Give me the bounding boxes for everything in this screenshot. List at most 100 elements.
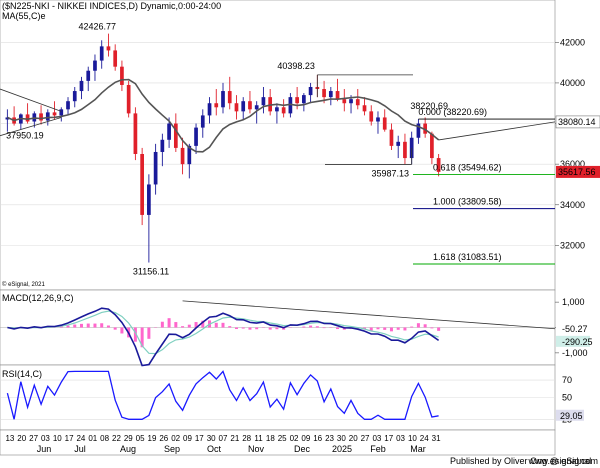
x-month-label: 2025 bbox=[332, 444, 352, 454]
candle-body bbox=[25, 114, 30, 122]
candle-body bbox=[200, 115, 205, 128]
x-month-label: Jul bbox=[74, 444, 86, 454]
macd-histogram-bar bbox=[315, 326, 319, 328]
macd-line bbox=[7, 307, 440, 367]
x-tick-label: 27 bbox=[29, 434, 38, 443]
rsi-line bbox=[6, 370, 439, 420]
ma-value-tag bbox=[555, 115, 600, 129]
x-tick-label: 24 bbox=[420, 434, 429, 443]
x-tick-label: 03 bbox=[396, 434, 405, 443]
x-tick-label: 23 bbox=[325, 434, 334, 443]
rsi-tick-label: 50 bbox=[562, 393, 572, 403]
x-tick-label: 21 bbox=[230, 434, 239, 443]
macd-histogram-bar bbox=[100, 323, 104, 328]
macd-histogram-bar bbox=[79, 323, 83, 328]
x-tick-label: 01 bbox=[88, 434, 97, 443]
candle-body bbox=[187, 145, 192, 165]
last-price-tag bbox=[556, 165, 600, 178]
candle-body bbox=[295, 97, 299, 104]
x-tick-label: 17 bbox=[195, 434, 204, 443]
macd-tag-bg bbox=[556, 322, 590, 334]
candle-body bbox=[376, 117, 380, 122]
price-candles bbox=[5, 33, 441, 263]
macd-histogram-bar bbox=[59, 326, 63, 328]
x-tick-label: 13 bbox=[5, 434, 14, 443]
trend-line-upper-left bbox=[0, 88, 62, 112]
price-tick-label: 36000 bbox=[560, 159, 585, 169]
candle-body bbox=[335, 91, 340, 100]
candle-body bbox=[349, 99, 353, 104]
x-month-label: Feb bbox=[370, 444, 386, 454]
candle-body bbox=[389, 129, 394, 146]
candle-body bbox=[113, 50, 118, 67]
macd-histogram-bar bbox=[174, 322, 178, 328]
x-tick-label: 02 bbox=[290, 434, 299, 443]
macd-histogram-bar bbox=[410, 326, 414, 328]
candle-body bbox=[160, 139, 165, 152]
macd-histogram-bar bbox=[275, 327, 279, 330]
candle-body bbox=[133, 113, 138, 154]
candle-body bbox=[140, 154, 144, 215]
x-tick-label: 28 bbox=[242, 434, 251, 443]
macd-histogram-bar bbox=[416, 323, 420, 328]
price-annotation: 37950.19 bbox=[6, 131, 44, 141]
macd-histogram-bar bbox=[201, 320, 205, 328]
x-tick-label: 27 bbox=[361, 434, 370, 443]
x-tick-label: 17 bbox=[65, 434, 74, 443]
candle-body bbox=[52, 112, 57, 116]
macd-histogram-bar bbox=[228, 326, 232, 328]
fib-level-label: 1.000 (33809.58) bbox=[433, 197, 502, 207]
candle-body bbox=[362, 105, 367, 112]
candle-body bbox=[221, 91, 225, 108]
macd-histogram-bar bbox=[248, 327, 252, 330]
price-annotation: 38220.69 bbox=[410, 101, 448, 111]
x-month-label: Oct bbox=[207, 444, 222, 454]
candle-body bbox=[382, 117, 387, 130]
fib-level-label: 0.000 (38220.69) bbox=[418, 107, 487, 117]
rsi-legend: RSI(14,C) bbox=[2, 369, 42, 379]
fibonacci-levels: 0.000 (38220.69) 0.618 (35494.62) 1.000 (3… bbox=[413, 107, 555, 265]
candle-body bbox=[147, 184, 151, 215]
macd-histogram-bar bbox=[194, 322, 198, 328]
candle-body bbox=[416, 123, 421, 138]
x-month-label: Dec bbox=[294, 444, 311, 454]
price-axis: 42000400003800036000340003200038080.1435… bbox=[555, 37, 600, 250]
macd-histogram-bar bbox=[302, 326, 306, 328]
chart-title: ($N225-NKI - NIKKEI INDICES,D) Dynamic,0… bbox=[2, 1, 221, 11]
price-annotation: 40398.23 bbox=[277, 61, 315, 71]
candle-body bbox=[396, 141, 401, 146]
trend-line-lower-left bbox=[0, 117, 62, 137]
fib-level-label: 0.618 (35494.62) bbox=[433, 162, 502, 172]
x-month-label: Jun bbox=[37, 444, 52, 454]
x-tick-label: 03 bbox=[372, 434, 381, 443]
price-annotations: 42426.77 37950.19 31156.11 40398.23 35987.13… bbox=[6, 22, 448, 277]
price-annotation: 35987.13 bbox=[371, 168, 409, 178]
macd-histogram-bar bbox=[376, 327, 380, 330]
macd-histogram-bar bbox=[113, 327, 117, 330]
macd-histogram-bar bbox=[396, 327, 400, 330]
x-tick-label: 30 bbox=[207, 434, 216, 443]
candle-body bbox=[66, 101, 70, 110]
x-tick-label: 26 bbox=[159, 434, 168, 443]
macd-histogram-bar bbox=[66, 325, 70, 328]
macd-tick-label: 1,000 bbox=[562, 297, 585, 307]
macd-legend: MACD(12,26,9,C) bbox=[2, 293, 74, 303]
candle-body bbox=[328, 91, 333, 98]
candle-body bbox=[207, 103, 212, 116]
macd-histogram-bar bbox=[214, 322, 218, 328]
macd-histogram-bar bbox=[389, 327, 393, 332]
macd-histogram-bar bbox=[86, 323, 90, 328]
price-gridlines bbox=[0, 42, 555, 246]
x-tick-label: 16 bbox=[313, 434, 322, 443]
rsi-panel: RSI(14,C)70502529.05 bbox=[0, 369, 584, 424]
x-tick-label: 09 bbox=[183, 434, 192, 443]
x-tick-label: 07 bbox=[219, 434, 228, 443]
macd-histogram-bar bbox=[73, 324, 77, 328]
x-tick-label: 11 bbox=[254, 434, 263, 443]
candle-body bbox=[430, 133, 434, 159]
candle-body bbox=[248, 101, 252, 110]
footer-published: Published by Oliver Ong @ eSignal bbox=[450, 456, 591, 466]
x-tick-label: 09 bbox=[301, 434, 310, 443]
trend-lines bbox=[0, 74, 413, 165]
macd-histogram-bar bbox=[221, 322, 225, 328]
